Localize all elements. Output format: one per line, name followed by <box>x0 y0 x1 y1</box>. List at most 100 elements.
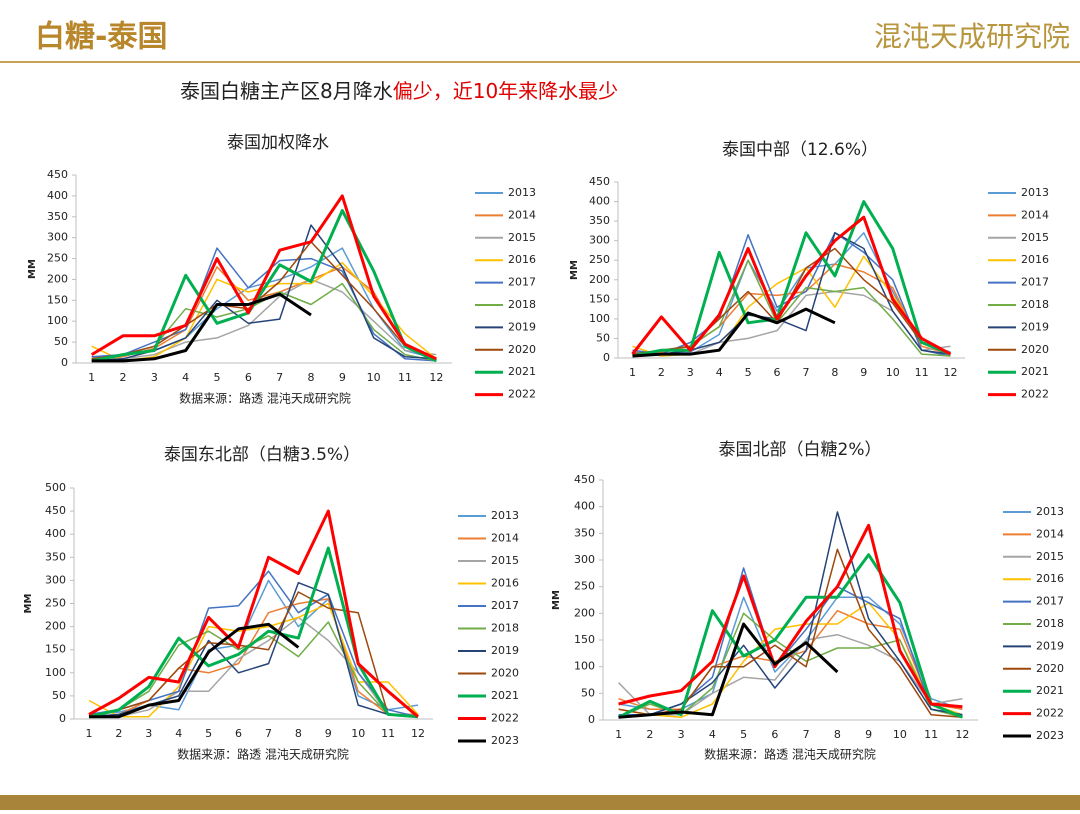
y-tick-label: 400 <box>574 500 595 513</box>
legend-label: 2022 <box>508 388 536 401</box>
legend-label: 2015 <box>508 231 536 244</box>
legend-label: 2018 <box>1036 617 1064 630</box>
footer-bar <box>0 795 1080 810</box>
series-line <box>632 200 952 358</box>
y-tick-label: 350 <box>589 214 610 227</box>
x-tick-label: 5 <box>745 366 752 379</box>
series-line <box>91 209 437 363</box>
legend-label: 2016 <box>491 577 519 590</box>
y-tick-label: 0 <box>603 351 610 364</box>
y-tick-label: 350 <box>47 210 68 223</box>
legend-label: 2021 <box>1021 365 1049 378</box>
source-note: 数据来源：路透 混沌天成研究院 <box>704 747 876 762</box>
subtitle-highlight: 偏少，近10年来降水最少 <box>393 79 618 103</box>
y-tick-label: 0 <box>588 713 595 726</box>
x-tick-label: 12 <box>411 727 425 740</box>
x-tick-label: 11 <box>924 728 938 741</box>
x-tick-label: 11 <box>398 371 412 384</box>
y-tick-label: 450 <box>45 504 66 517</box>
y-tick-label: 50 <box>596 331 610 344</box>
y-tick-label: 300 <box>45 573 66 586</box>
legend-label: 2016 <box>508 253 536 266</box>
subtitle-part: 泰国白糖主产区8月降水 <box>180 79 393 103</box>
x-tick-label: 5 <box>740 728 747 741</box>
y-tick-label: 450 <box>589 175 610 188</box>
y-tick-label: 100 <box>45 666 66 679</box>
legend-label: 2022 <box>491 712 519 725</box>
legend-label: 2018 <box>508 298 536 311</box>
legend-label: 2017 <box>1021 276 1049 289</box>
x-tick-label: 8 <box>308 371 315 384</box>
x-tick-label: 3 <box>687 366 694 379</box>
y-tick-label: 300 <box>589 234 610 247</box>
y-tick-label: 200 <box>47 272 68 285</box>
y-tick-label: 100 <box>574 660 595 673</box>
x-tick-label: 1 <box>615 728 622 741</box>
y-tick-label: 200 <box>45 620 66 633</box>
legend-label: 2015 <box>1021 231 1049 244</box>
x-tick-label: 12 <box>944 366 958 379</box>
legend-label: 2015 <box>491 554 519 567</box>
legend-label: 2018 <box>1021 298 1049 311</box>
x-tick-label: 4 <box>716 366 723 379</box>
x-tick-label: 12 <box>955 728 969 741</box>
x-tick-label: 1 <box>629 366 636 379</box>
legend-label: 2016 <box>1036 572 1064 585</box>
x-tick-label: 2 <box>646 728 653 741</box>
legend-label: 2021 <box>508 365 536 378</box>
legend-label: 2021 <box>1036 684 1064 697</box>
chart-title: 泰国北部（白糖2%） <box>719 440 882 460</box>
legend-label: 2020 <box>491 667 519 680</box>
x-tick-label: 9 <box>339 371 346 384</box>
legend-label: 2015 <box>1036 550 1064 563</box>
y-tick-label: 250 <box>47 252 68 265</box>
x-tick-label: 2 <box>115 727 122 740</box>
series-line <box>88 598 418 718</box>
legend-label: 2022 <box>1036 707 1064 720</box>
x-tick-label: 10 <box>367 371 381 384</box>
legend-label: 2020 <box>508 343 536 356</box>
x-tick-label: 2 <box>120 371 127 384</box>
y-tick-label: 0 <box>61 356 68 369</box>
series-line <box>88 509 419 718</box>
x-tick-label: 4 <box>709 728 716 741</box>
series-line <box>91 278 437 360</box>
y-tick-label: 350 <box>574 526 595 539</box>
legend-label: 2020 <box>1021 343 1049 356</box>
y-tick-label: 250 <box>589 253 610 266</box>
y-tick-label: 50 <box>54 335 68 348</box>
y-tick-label: 500 <box>45 481 66 494</box>
legend-label: 2019 <box>491 644 519 657</box>
series-line <box>90 194 437 361</box>
source-note: 数据来源：路透 混沌天成研究院 <box>179 391 351 406</box>
x-tick-label: 2 <box>658 366 665 379</box>
legend-label: 2019 <box>1036 639 1064 652</box>
x-tick-label: 8 <box>831 366 838 379</box>
x-tick-label: 4 <box>175 727 182 740</box>
legend-label: 2014 <box>1036 527 1064 540</box>
series-line <box>91 241 437 362</box>
x-tick-label: 3 <box>678 728 685 741</box>
legend-label: 2013 <box>1021 186 1049 199</box>
x-tick-label: 3 <box>151 371 158 384</box>
series-line <box>88 621 419 718</box>
x-tick-label: 10 <box>351 727 365 740</box>
x-tick-label: 7 <box>803 728 810 741</box>
x-tick-label: 10 <box>893 728 907 741</box>
x-tick-label: 3 <box>145 727 152 740</box>
source-note: 数据来源：路透 混沌天成研究院 <box>177 747 349 762</box>
subtitle: 泰国白糖主产区8月降水偏少，近10年来降水最少 <box>180 79 618 103</box>
y-tick-label: 250 <box>45 597 66 610</box>
x-tick-label: 6 <box>771 728 778 741</box>
y-axis-label: MM <box>569 260 580 280</box>
x-tick-label: 5 <box>205 727 212 740</box>
y-tick-label: 300 <box>574 553 595 566</box>
legend-label: 2013 <box>1036 505 1064 518</box>
x-tick-label: 1 <box>88 371 95 384</box>
x-tick-label: 7 <box>265 727 272 740</box>
x-tick-label: 1 <box>85 727 92 740</box>
x-tick-label: 6 <box>245 371 252 384</box>
legend-label: 2023 <box>491 734 519 747</box>
legend-label: 2023 <box>1036 729 1064 742</box>
